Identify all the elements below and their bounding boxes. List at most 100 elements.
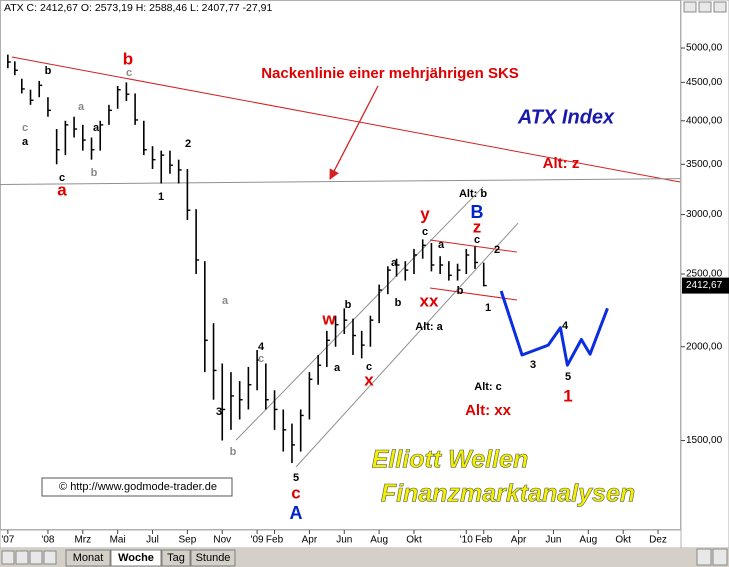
annotation: Finanzmarktanalysen [381,480,635,508]
annotation: c [366,361,372,373]
x-tick-label: '08 [41,535,54,546]
y-tick-label: 1500,00 [686,435,723,446]
x-tick-label: '10 [460,535,473,546]
annotation: 3 [530,359,536,371]
x-tick-label: Mai [110,535,126,546]
y-tick-label: 4000,00 [686,115,723,126]
annotation: w [321,309,336,328]
annotation: a [334,362,341,374]
annotation: c [126,67,132,79]
x-tick-label: Okt [406,535,422,546]
annotation: Alt: a [415,321,443,333]
tab-label[interactable]: Monat [73,552,104,564]
x-tick-label: Dez [649,535,667,546]
x-tick-label: Nov [213,535,231,546]
x-tick-label: '09 [251,535,264,546]
annotation: c [474,234,480,246]
annotation: x [364,370,374,389]
x-tick-label: Mrz [74,535,91,546]
annotation: 3 [216,406,222,418]
window-button[interactable] [683,1,697,13]
annotation: b [457,285,464,297]
annotation: y [420,204,430,223]
copyright-box [41,477,233,497]
annotation: c [258,353,264,365]
annotation: c [59,172,65,184]
annotation: Alt: c [474,381,502,393]
scroll-button[interactable] [43,550,57,565]
y-tick-label: 2500,00 [686,269,723,280]
trendline [235,186,484,441]
trendline [295,222,519,468]
scroll-button[interactable] [1,550,15,565]
tab-label[interactable]: Tag [167,552,185,564]
annotation: 1 [563,386,572,405]
y-tick-label: 3000,00 [686,209,723,220]
window-button[interactable] [698,1,712,13]
price-marker [682,277,729,294]
annotation: Alt: xx [465,402,512,419]
annotation: 1 [485,302,491,314]
annotation: 5 [565,371,571,383]
tab[interactable] [110,549,162,567]
annotation: © http://www.godmode-trader.de [59,481,217,493]
x-tick-label: Jun [545,535,561,546]
scroll-button[interactable] [29,550,43,565]
x-tick-label: '07 [1,535,14,546]
annotation: z [473,217,482,236]
x-tick-label: Sep [178,535,196,546]
tab[interactable] [190,549,236,567]
annotation: b [230,446,237,458]
x-tick-label: Apr [302,535,318,546]
x-tick-label: Jun [336,535,352,546]
annotation: 4 [258,341,265,353]
trendline [11,56,681,183]
tab-label[interactable]: Stunde [196,552,231,564]
x-tick-label: Jul [146,535,159,546]
price-marker-label: 2412,67 [686,280,723,291]
y-tick-label: 5000,00 [686,43,723,54]
annotation: a [391,257,398,269]
annotation: A [290,503,303,523]
chart-title: ATX C: 2412,67 O: 2573,19 H: 2588,46 L: … [4,2,272,14]
annotation: b [45,65,52,77]
annotation: ATX Index [517,106,615,128]
x-tick-label: Okt [615,535,631,546]
annotation: B [471,202,484,222]
window-button[interactable] [713,1,727,13]
plot [0,54,681,468]
y-tick-label: 3500,00 [686,159,723,170]
tab[interactable] [161,549,191,567]
x-tick-label: Feb [266,535,284,546]
annotation: 1 [158,191,164,203]
scroll-button[interactable] [696,548,712,566]
annotations: Nackenlinie einer mehrjährigen SKS ATX In… [22,49,635,522]
x-tick-label: Aug [370,535,388,546]
tab-label[interactable]: Woche [118,552,154,564]
x-tick-label: Aug [579,535,597,546]
annotation-arrow [329,85,379,180]
annotation: Nackenlinie einer mehrjährigen SKS [261,65,519,82]
annotation: 2 [494,244,500,256]
y-tick-label: 2000,00 [686,341,723,352]
projection-line [499,290,609,367]
annotation: c [22,122,28,134]
x-tick-label: Feb [475,535,493,546]
annotation: Alt: z [543,155,580,172]
y-tick-label: 4500,00 [686,77,723,88]
tab[interactable] [65,549,111,567]
plot-area [0,0,681,530]
annotation: a [22,136,29,148]
annotation: Elliott Wellen [372,446,529,474]
scroll-button[interactable] [15,550,29,565]
annotation: Alt: b [459,188,487,200]
x-tick-label: Apr [511,535,527,546]
annotation: a [57,180,67,199]
scroll-button[interactable] [712,548,728,566]
annotation: b [345,299,352,311]
annotation: a [93,122,100,134]
trendline [0,178,681,185]
annotation: c [291,483,300,502]
annotation: b [123,49,133,68]
